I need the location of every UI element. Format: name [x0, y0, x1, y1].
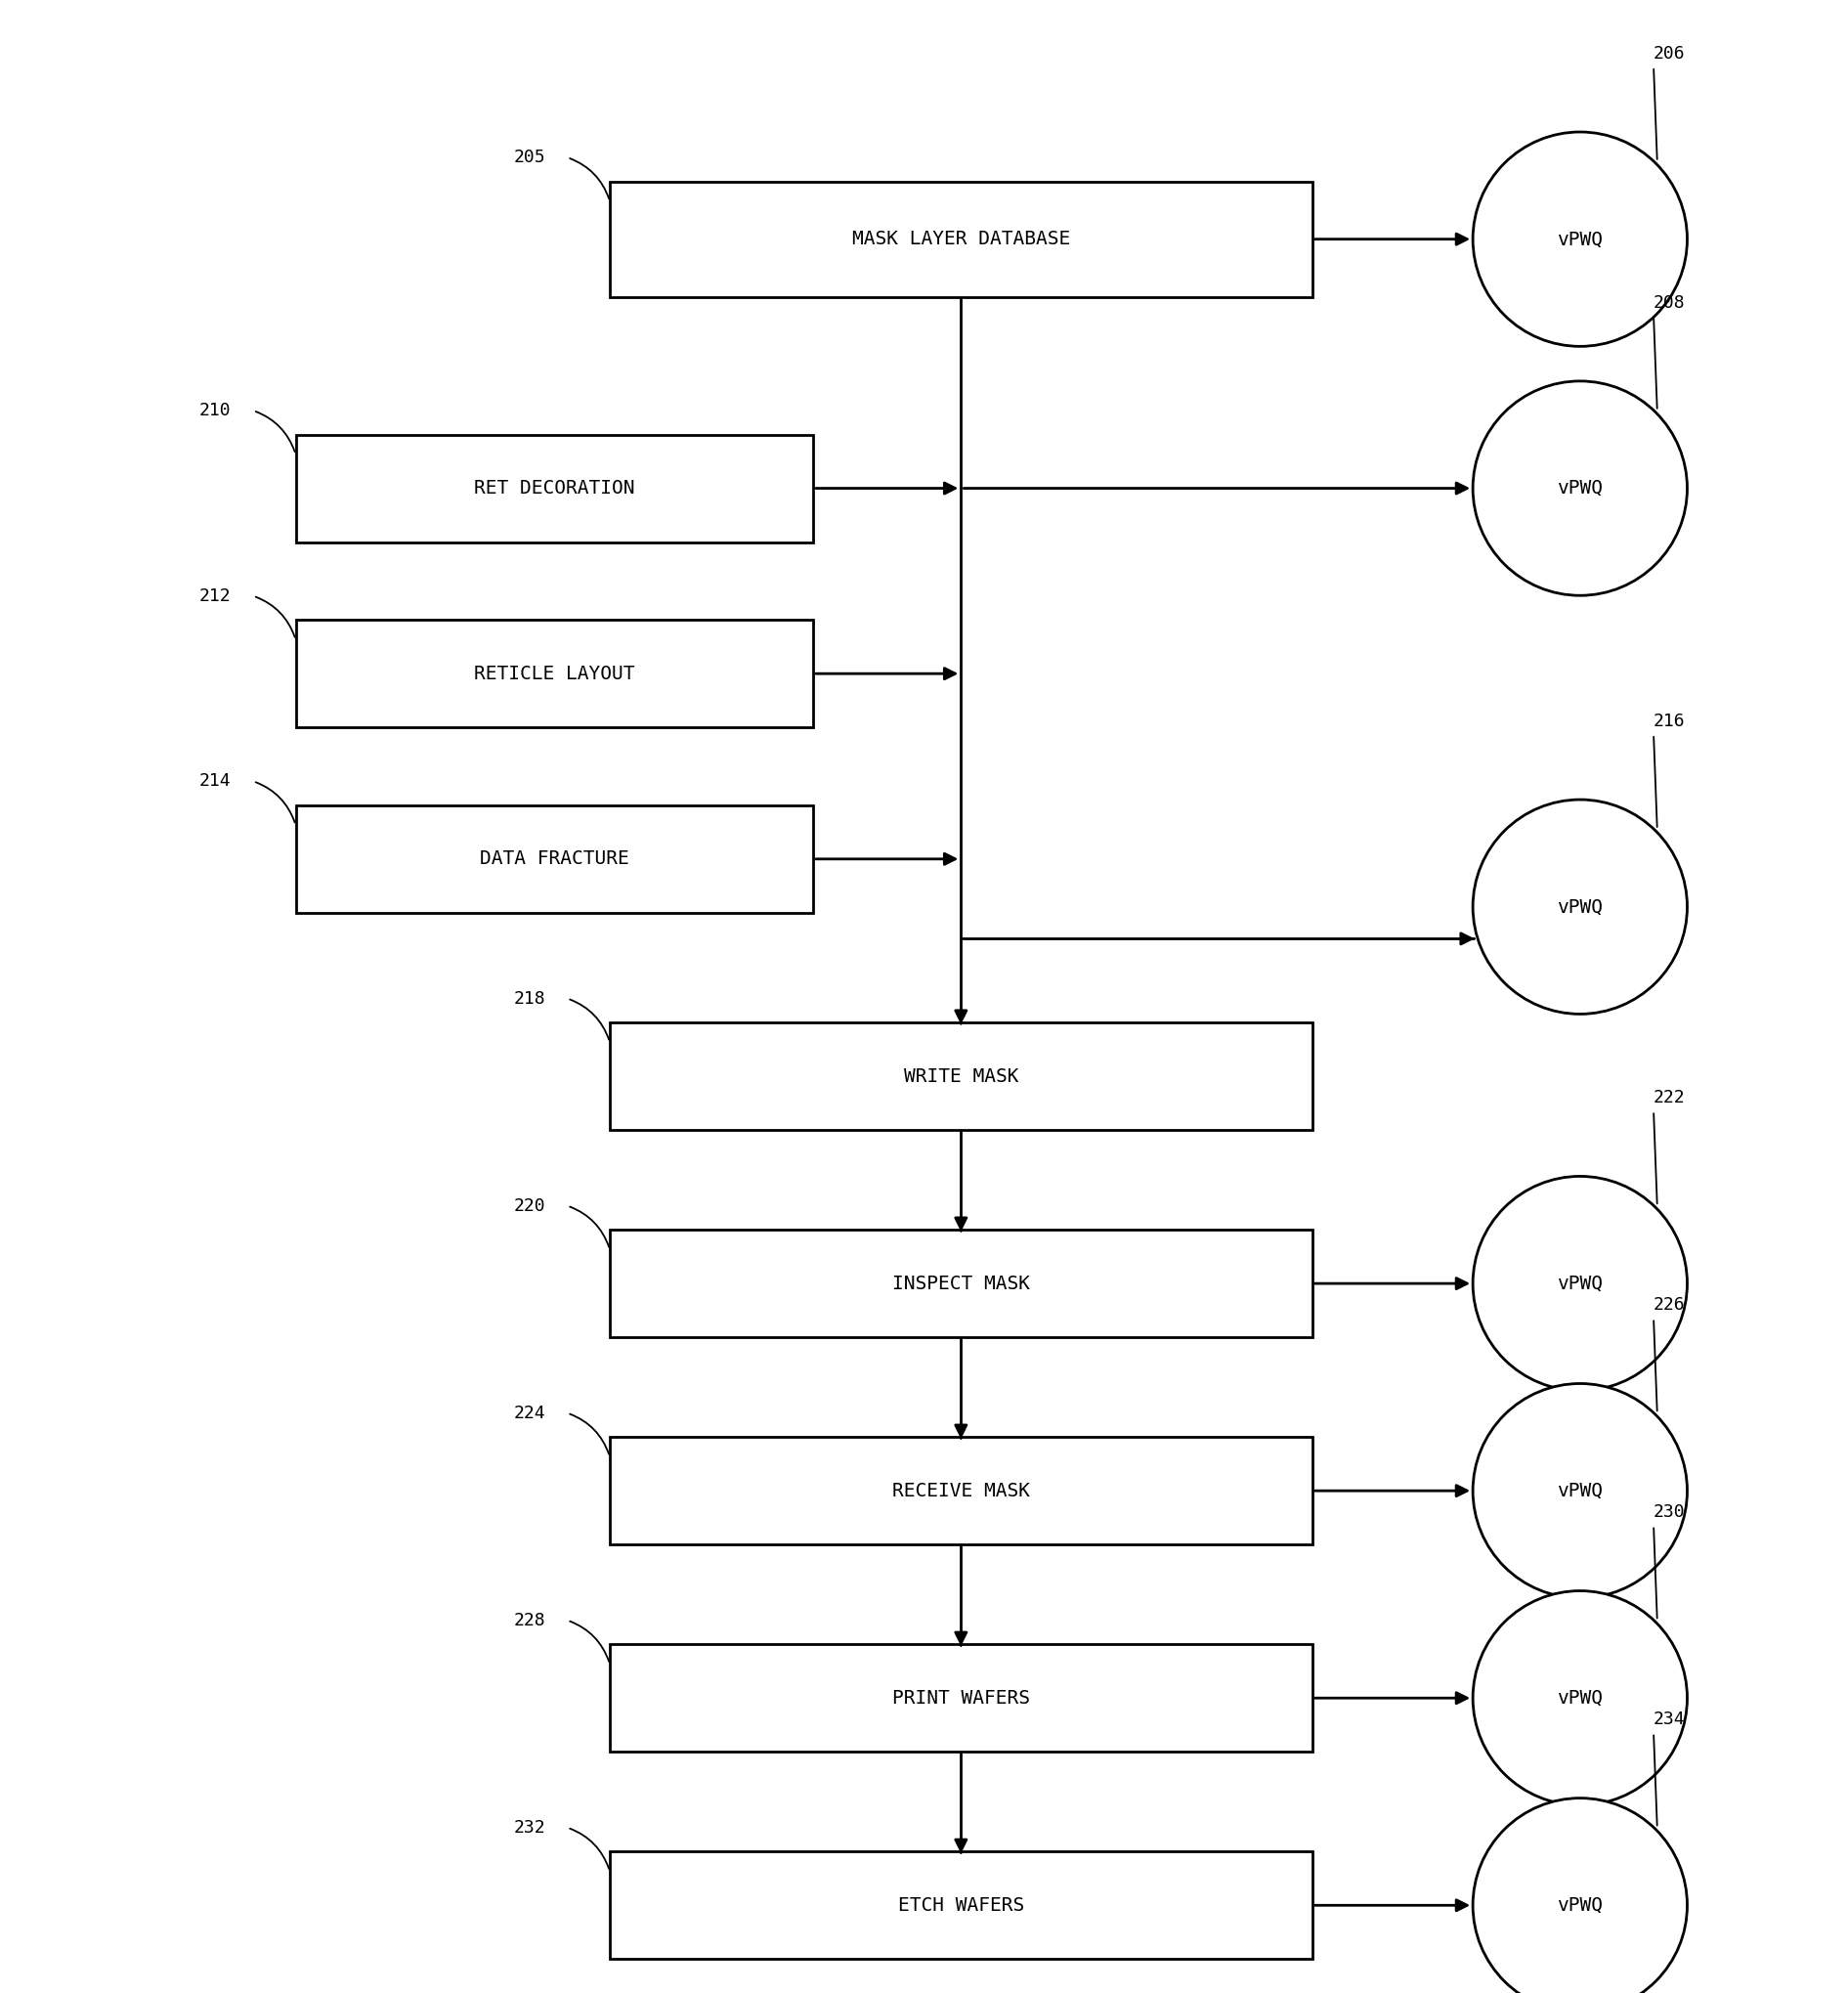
Ellipse shape [1473, 1383, 1687, 1598]
Text: vPWQ: vPWQ [1558, 1274, 1602, 1293]
Text: 218: 218 [514, 991, 545, 1006]
Ellipse shape [1473, 381, 1687, 596]
Text: 220: 220 [514, 1198, 545, 1214]
Ellipse shape [1473, 132, 1687, 347]
Text: vPWQ: vPWQ [1558, 897, 1602, 917]
Text: MASK LAYER DATABASE: MASK LAYER DATABASE [852, 229, 1070, 249]
Bar [296, 620, 813, 727]
Text: vPWQ: vPWQ [1558, 478, 1602, 498]
Text: vPWQ: vPWQ [1558, 1688, 1602, 1708]
Text: ETCH WAFERS: ETCH WAFERS [898, 1895, 1024, 1915]
Text: 222: 222 [1654, 1088, 1685, 1106]
Text: 230: 230 [1654, 1503, 1685, 1521]
Text: 232: 232 [514, 1820, 545, 1836]
Text: WRITE MASK: WRITE MASK [904, 1066, 1018, 1086]
Text: RECEIVE MASK: RECEIVE MASK [893, 1481, 1029, 1501]
Text: 226: 226 [1654, 1295, 1685, 1313]
Bar [610, 1644, 1312, 1752]
Text: vPWQ: vPWQ [1558, 1481, 1602, 1501]
Text: 234: 234 [1654, 1710, 1685, 1728]
Text: 214: 214 [200, 773, 231, 789]
Text: 228: 228 [514, 1612, 545, 1628]
Bar [610, 1022, 1312, 1130]
Bar [610, 1437, 1312, 1545]
Text: 210: 210 [200, 403, 231, 419]
Text: vPWQ: vPWQ [1558, 1895, 1602, 1915]
Text: RETICLE LAYOUT: RETICLE LAYOUT [475, 664, 634, 684]
Ellipse shape [1473, 1176, 1687, 1391]
Text: 208: 208 [1654, 293, 1685, 311]
Bar [296, 805, 813, 913]
Text: INSPECT MASK: INSPECT MASK [893, 1274, 1029, 1293]
Text: RET DECORATION: RET DECORATION [475, 478, 634, 498]
Text: 205: 205 [514, 149, 545, 165]
Ellipse shape [1473, 799, 1687, 1014]
Text: 216: 216 [1654, 712, 1685, 729]
Ellipse shape [1473, 1590, 1687, 1806]
Bar [610, 1851, 1312, 1959]
Text: 224: 224 [514, 1405, 545, 1421]
Ellipse shape [1473, 1798, 1687, 1993]
Text: 212: 212 [200, 588, 231, 604]
Text: PRINT WAFERS: PRINT WAFERS [893, 1688, 1029, 1708]
Bar [610, 181, 1312, 297]
Text: 206: 206 [1654, 44, 1685, 62]
Text: DATA FRACTURE: DATA FRACTURE [480, 849, 628, 869]
Bar [610, 1230, 1312, 1337]
Text: vPWQ: vPWQ [1558, 229, 1602, 249]
Bar [296, 434, 813, 542]
